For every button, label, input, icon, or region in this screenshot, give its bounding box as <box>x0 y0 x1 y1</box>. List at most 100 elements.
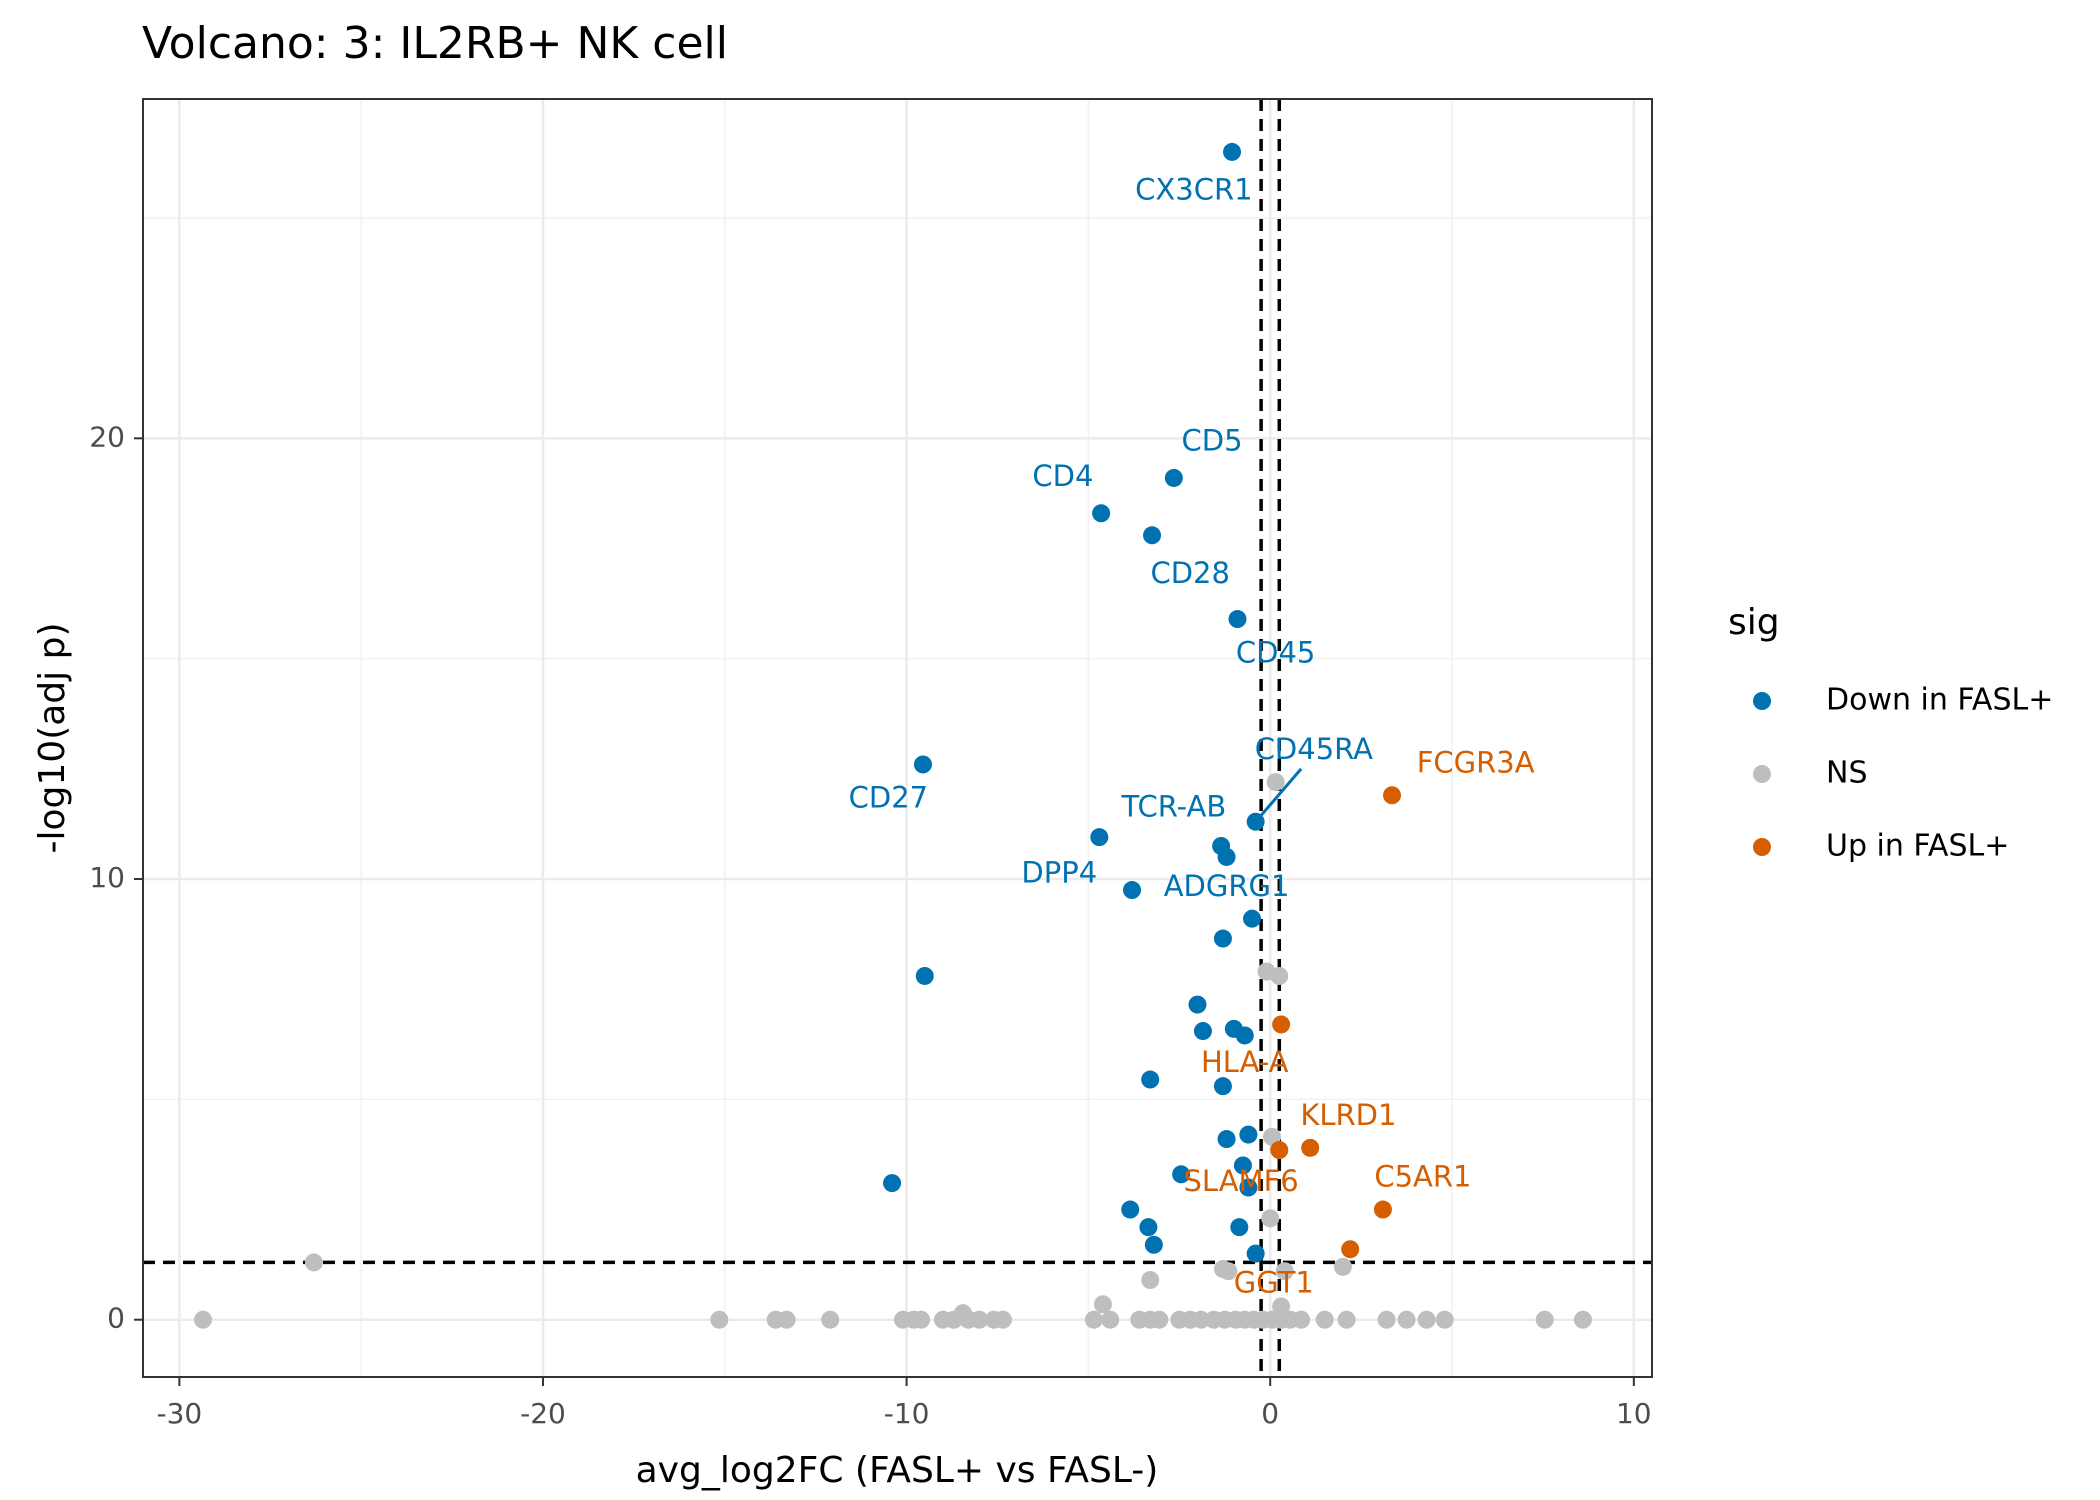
x-tick-label: 10 <box>1616 1397 1652 1430</box>
data-point <box>1121 1200 1140 1219</box>
data-point <box>1377 1310 1396 1329</box>
data-point <box>1150 1310 1169 1329</box>
data-point <box>710 1310 729 1329</box>
data-point <box>915 966 934 985</box>
gene-label-tcr-ab: TCR-AB <box>1120 790 1226 824</box>
data-point <box>1139 1218 1158 1237</box>
point-cd5 <box>1164 468 1183 487</box>
data-point <box>1144 1235 1163 1254</box>
data-point <box>1417 1310 1436 1329</box>
y-tick-label: 10 <box>89 861 125 894</box>
point-tcr-ab <box>1090 828 1109 847</box>
x-tick-label: -10 <box>884 1397 930 1430</box>
data-point <box>193 1310 212 1329</box>
data-point <box>1292 1310 1311 1329</box>
gene-label-cd27: CD27 <box>849 781 928 815</box>
gene-label-hla-a: HLA-A <box>1201 1045 1289 1079</box>
data-point <box>1272 1297 1291 1316</box>
point-cx3cr1 <box>1223 142 1242 161</box>
data-point <box>777 1310 796 1329</box>
x-tick-label: 0 <box>1261 1397 1279 1430</box>
data-point <box>1261 1209 1280 1228</box>
data-point <box>1397 1310 1416 1329</box>
gene-label-cd45ra: CD45RA <box>1255 732 1373 766</box>
point-cd4 <box>1092 504 1111 523</box>
gene-label-slamf6: SLAMF6 <box>1183 1164 1298 1198</box>
legend-key-up-in-fasl- <box>1753 838 1771 856</box>
legend-label: Down in FASL+ <box>1826 683 2053 718</box>
data-point <box>1084 1310 1103 1329</box>
data-point <box>1263 1127 1282 1146</box>
gene-label-cd28: CD28 <box>1150 556 1229 590</box>
point-cd45 <box>1228 610 1247 629</box>
data-point <box>1213 929 1232 948</box>
legend-entries: Down in FASL+ NS Up in FASL+ <box>1753 683 2053 864</box>
data-point <box>1217 847 1236 866</box>
gene-label-adgrg1: ADGRG1 <box>1164 869 1290 903</box>
threshold-lines <box>143 99 1652 1377</box>
data-point <box>1235 1026 1254 1045</box>
y-tick-label: 0 <box>107 1302 125 1335</box>
data-point <box>1093 1295 1112 1314</box>
data-point <box>1193 1022 1212 1041</box>
data-point <box>1239 1178 1258 1197</box>
point-dpp4 <box>1123 881 1142 900</box>
point-hla-a <box>1272 1015 1291 1034</box>
gene-label-fcgr3a: FCGR3A <box>1417 745 1535 779</box>
panel-background <box>143 99 1652 1377</box>
point-adgrg1 <box>1243 909 1262 928</box>
gene-label-cd45: CD45 <box>1236 635 1315 669</box>
data-point <box>1217 1130 1236 1149</box>
gene-label-cd4: CD4 <box>1032 459 1093 493</box>
x-axis-title: avg_log2FC (FASL+ vs FASL-) <box>636 1450 1159 1491</box>
legend-label: Up in FASL+ <box>1826 829 2009 864</box>
data-point <box>912 1310 931 1329</box>
legend-key-down-in-fasl- <box>1753 692 1771 710</box>
data-point <box>1192 1310 1211 1329</box>
data-point <box>1230 1218 1249 1237</box>
label-connector <box>1254 767 1303 823</box>
legend-label: NS <box>1826 756 1867 791</box>
data-point <box>821 1310 840 1329</box>
data-point <box>1246 1244 1265 1263</box>
gene-label-ggt1: GGT1 <box>1234 1265 1314 1299</box>
data-point <box>1213 1077 1232 1096</box>
chart-title: Volcano: 3: IL2RB+ NK cell <box>142 18 728 69</box>
data-point <box>1435 1310 1454 1329</box>
data-point <box>1172 1165 1191 1184</box>
data-points <box>193 142 1592 1329</box>
data-point <box>1333 1257 1352 1276</box>
data-point <box>970 1310 989 1329</box>
data-point <box>1101 1310 1120 1329</box>
gene-label-cd5: CD5 <box>1182 424 1243 458</box>
data-point <box>1315 1310 1334 1329</box>
point-slamf6 <box>1270 1141 1289 1160</box>
plot-panel: CX3CR1 CD5 CD4 CD28 CD45 CD45RA CD27 TCR-AB DPP4… <box>142 98 1653 1378</box>
label-connector-lines <box>1254 767 1303 823</box>
data-point <box>993 1310 1012 1329</box>
data-point <box>1219 1262 1238 1281</box>
y-axis: 0 10 20 <box>89 420 143 1335</box>
panel-border <box>142 98 1653 1378</box>
point-klrd1 <box>1301 1138 1320 1157</box>
data-point <box>1188 995 1207 1014</box>
gene-label-dpp4: DPP4 <box>1021 856 1097 890</box>
gene-label-c5ar1: C5AR1 <box>1374 1160 1471 1194</box>
data-point <box>944 1310 963 1329</box>
point-fcgr3a <box>1383 786 1402 805</box>
gene-label-klrd1: KLRD1 <box>1300 1098 1396 1132</box>
data-point <box>304 1253 323 1272</box>
data-point <box>1535 1310 1554 1329</box>
data-point <box>1275 1262 1294 1281</box>
point-cd28 <box>1143 526 1162 545</box>
data-point <box>1266 773 1285 792</box>
y-axis-title: -log10(adj p) <box>32 623 73 854</box>
major-gridlines <box>143 99 1652 1377</box>
data-point <box>1233 1156 1252 1175</box>
point-c5ar1 <box>1373 1200 1392 1219</box>
data-point <box>1141 1070 1160 1089</box>
minor-gridlines <box>143 99 1652 1377</box>
y-tick-label: 20 <box>89 420 125 453</box>
point-cd27 <box>913 755 932 774</box>
legend-title: sig <box>1728 602 1780 643</box>
